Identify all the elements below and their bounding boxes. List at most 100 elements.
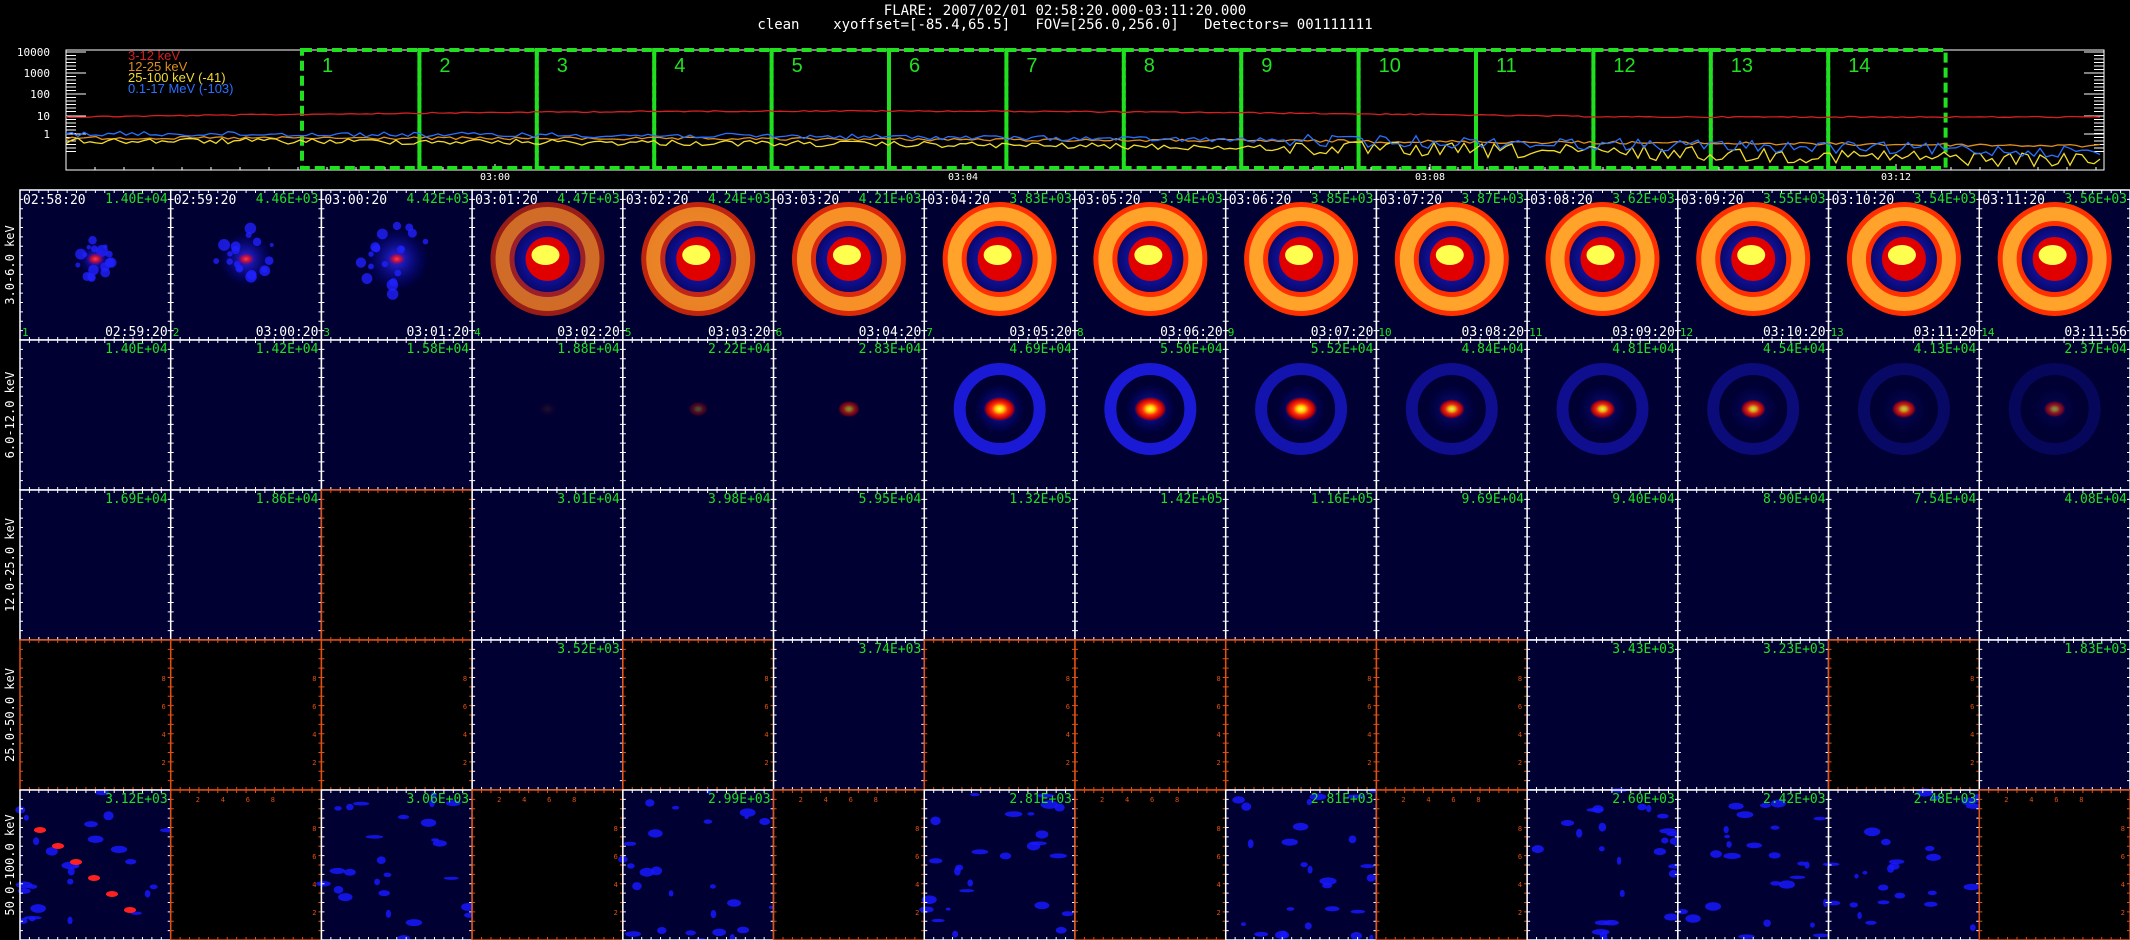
emission-speck bbox=[75, 248, 87, 260]
image-tile: 4.47E+03 03:01:20 03:02:20 4 bbox=[471, 189, 624, 341]
blank-axis-label: 4 bbox=[1216, 731, 1220, 739]
emission-speck bbox=[96, 244, 108, 257]
peak-value: 4.46E+03 bbox=[256, 192, 319, 207]
emission-halo bbox=[1695, 201, 1812, 317]
tile-background bbox=[20, 340, 171, 490]
image-tile: 2 2 4 4 6 6 8 8 bbox=[772, 789, 926, 940]
tile-frame bbox=[320, 789, 473, 940]
emission-speck bbox=[231, 246, 240, 255]
tile-number: 6 bbox=[776, 326, 783, 339]
start-time: 02:58:20 bbox=[23, 193, 86, 208]
peak-value: 4.84E+04 bbox=[1462, 342, 1525, 357]
emission-speck bbox=[86, 244, 91, 250]
peak-value: 1.58E+04 bbox=[407, 342, 470, 357]
tile-background bbox=[622, 190, 774, 340]
blank-axis-label: 6 bbox=[312, 703, 316, 711]
emission-speck bbox=[372, 244, 381, 253]
clean-parameters: clean xyoffset=[-85.4,65.5] FOV=[256.0,2… bbox=[757, 17, 1373, 33]
noise-blob bbox=[149, 884, 158, 890]
legend-entry: 0.1-17 MeV (-103) bbox=[128, 81, 234, 96]
emission-ring bbox=[796, 207, 901, 311]
emission-core bbox=[539, 402, 556, 416]
emission-speck bbox=[389, 278, 398, 287]
image-tile: 3.98E+04 bbox=[622, 489, 775, 641]
emission-core bbox=[1589, 399, 1616, 419]
emission-speck bbox=[88, 235, 97, 245]
noise-blob bbox=[84, 821, 98, 828]
noise-blob bbox=[365, 835, 384, 839]
x-tick-label: 03:00 bbox=[480, 172, 510, 180]
emission-speck bbox=[100, 267, 111, 278]
noise-blob bbox=[955, 864, 964, 871]
peak-value: 3.87E+03 bbox=[1462, 192, 1525, 207]
tile-frame bbox=[622, 489, 775, 641]
blank-axis-label: 6 bbox=[1367, 703, 1371, 711]
emission-ring bbox=[2008, 363, 2101, 455]
peak-value: 3.43E+03 bbox=[1612, 642, 1675, 657]
emission-core bbox=[1891, 400, 1916, 418]
tile-frame bbox=[1375, 489, 1528, 641]
noise-blob bbox=[338, 893, 353, 902]
noise-blob bbox=[1027, 812, 1035, 816]
image-tile: 3.56E+03 03:11:20 03:11:56 14 bbox=[1978, 189, 2130, 341]
noise-blob bbox=[739, 808, 756, 817]
noise-blob bbox=[1035, 830, 1049, 839]
noise-blob bbox=[1049, 853, 1067, 859]
tile-frame bbox=[19, 639, 172, 791]
tile-background bbox=[924, 190, 1075, 340]
blank-axis-label: 2 bbox=[312, 909, 316, 917]
emission-core bbox=[1435, 245, 1464, 265]
peak-value: 9.40E+04 bbox=[1612, 492, 1675, 507]
noise-blob bbox=[727, 899, 742, 907]
image-tile: 2 2 4 4 6 6 8 8 bbox=[169, 789, 323, 940]
tile-background bbox=[924, 790, 1075, 940]
tile-frame bbox=[471, 339, 624, 491]
tile-background bbox=[1677, 640, 1829, 790]
blank-axis-label: 6 bbox=[614, 853, 618, 861]
row-energy-label: 3.0-6.0 keV bbox=[3, 225, 17, 304]
end-time: 03:02:20 bbox=[557, 325, 620, 340]
emission-core bbox=[1134, 397, 1167, 421]
emission-speck bbox=[399, 246, 405, 252]
image-tile: 5.95E+04 bbox=[772, 489, 926, 641]
noise-blob bbox=[952, 930, 959, 938]
emission-core bbox=[1128, 237, 1173, 281]
tile-background bbox=[170, 190, 322, 340]
noise-blob bbox=[15, 806, 26, 814]
emission-ring bbox=[1696, 202, 1811, 316]
blank-axis-label: 4 bbox=[312, 731, 316, 739]
noise-blob bbox=[159, 828, 178, 833]
emission-ring bbox=[1244, 202, 1359, 316]
tile-frame bbox=[1375, 189, 1528, 341]
noise-blob bbox=[23, 814, 29, 821]
image-tile: 3.94E+03 03:05:20 03:06:20 8 bbox=[1074, 189, 1227, 341]
row-energy-label: 50.0-100.0 keV bbox=[3, 814, 17, 915]
emission-core bbox=[1285, 397, 1318, 421]
noise-blob bbox=[954, 867, 961, 876]
noise-blob bbox=[28, 916, 36, 922]
emission-speck bbox=[226, 258, 233, 265]
emission-speck bbox=[370, 242, 381, 253]
tile-frame bbox=[923, 339, 1076, 491]
noise-blob bbox=[650, 866, 663, 876]
image-tile: 2.81E+03 bbox=[919, 789, 1076, 940]
emission-ring bbox=[1399, 207, 1504, 311]
tile-frame bbox=[19, 339, 172, 491]
peak-value: 5.52E+04 bbox=[1311, 342, 1374, 357]
emission-halo bbox=[1544, 201, 1661, 317]
noise-blob bbox=[970, 792, 980, 797]
emission-speck bbox=[106, 257, 117, 268]
tile-background bbox=[1979, 490, 2130, 640]
emission-speck bbox=[376, 228, 388, 240]
noise-blob bbox=[34, 827, 46, 833]
emission-core bbox=[1279, 237, 1324, 281]
emission-core bbox=[1887, 245, 1916, 265]
interval-number: 10 bbox=[1379, 55, 1401, 77]
blank-axis-label: 6 bbox=[246, 796, 250, 804]
row-energy-label: 12.0-25.0 keV bbox=[3, 518, 17, 612]
start-time: 03:07:20 bbox=[1379, 193, 1442, 208]
noise-blob bbox=[657, 926, 667, 935]
noise-blob bbox=[967, 879, 973, 887]
emission-halo bbox=[1425, 383, 1478, 435]
interval-number: 6 bbox=[909, 55, 920, 77]
